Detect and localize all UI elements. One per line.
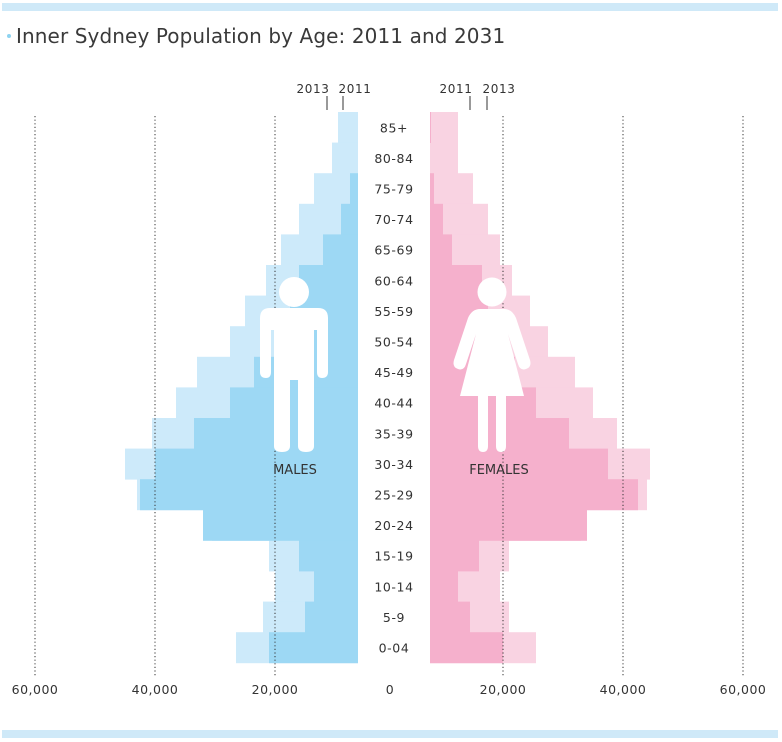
age-label-12: 25-29 bbox=[374, 488, 413, 503]
male-bar-2011-9 bbox=[230, 387, 358, 419]
age-label-0: 85+ bbox=[380, 120, 408, 135]
male-bar-2011-3 bbox=[341, 203, 358, 235]
male-bar-2011-14 bbox=[299, 540, 358, 572]
females-label: FEMALES bbox=[469, 463, 529, 478]
male-bar-2011-4 bbox=[323, 234, 358, 266]
female-bar-2011-14 bbox=[430, 540, 479, 572]
female-bar-2011-16 bbox=[430, 601, 470, 633]
female-bar-2011-13 bbox=[430, 509, 587, 541]
age-label-13: 20-24 bbox=[374, 518, 413, 533]
age-label-6: 55-59 bbox=[374, 304, 413, 319]
male-bar-2013-1 bbox=[332, 142, 358, 174]
top-rule bbox=[2, 3, 778, 11]
female-bar-2011-3 bbox=[430, 203, 443, 235]
age-label-9: 40-44 bbox=[374, 396, 413, 411]
x-tick-label-0: 60,000 bbox=[12, 682, 59, 697]
female-bar-2013-2 bbox=[430, 173, 473, 205]
legend-female-2011: 2011 bbox=[440, 82, 473, 96]
legend-female-2013: 2013 bbox=[483, 82, 516, 96]
males-label: MALES bbox=[273, 463, 317, 478]
x-tick-label-6: 60,000 bbox=[720, 682, 767, 697]
age-label-16: 5-9 bbox=[383, 610, 405, 625]
x-tick-label-4: 20,000 bbox=[480, 682, 527, 697]
male-bar-2011-15 bbox=[314, 571, 358, 602]
x-tick-label-2: 20,000 bbox=[252, 682, 299, 697]
age-label-14: 15-19 bbox=[374, 549, 413, 564]
age-label-4: 65-69 bbox=[374, 243, 413, 258]
age-label-3: 70-74 bbox=[374, 212, 413, 227]
title-bullet bbox=[7, 34, 11, 38]
chart-title: Inner Sydney Population by Age: 2011 and… bbox=[16, 24, 506, 48]
female-bar-2011-17 bbox=[430, 632, 503, 664]
female-bar-2011-2 bbox=[430, 173, 434, 205]
age-label-1: 80-84 bbox=[374, 151, 413, 166]
female-bar-2013-1 bbox=[430, 142, 458, 174]
age-label-8: 45-49 bbox=[374, 365, 413, 380]
male-bar-2011-12 bbox=[140, 479, 358, 511]
male-bar-2011-11 bbox=[155, 448, 358, 480]
age-label-7: 50-54 bbox=[374, 335, 413, 350]
female-bar-2011-15 bbox=[430, 571, 458, 602]
x-tick-label-3: 0 bbox=[386, 682, 394, 697]
female-bar-2011-4 bbox=[430, 234, 452, 266]
legend-male-2011: 2011 bbox=[339, 82, 372, 96]
age-label-10: 35-39 bbox=[374, 426, 413, 441]
female-figure-icon bbox=[453, 277, 531, 452]
male-bar-2011-2 bbox=[350, 173, 358, 205]
female-bar-2013-0 bbox=[430, 112, 458, 143]
male-figure-icon bbox=[260, 277, 328, 452]
age-label-5: 60-64 bbox=[374, 273, 413, 288]
male-bar-2013-0 bbox=[338, 112, 358, 143]
legend-male-2013: 2013 bbox=[297, 82, 330, 96]
age-label-2: 75-79 bbox=[374, 182, 413, 197]
male-bar-2011-13 bbox=[203, 509, 358, 541]
age-label-17: 0-04 bbox=[379, 641, 410, 656]
male-bar-2011-16 bbox=[305, 601, 358, 633]
male-bar-2011-17 bbox=[269, 632, 358, 664]
female-bar-2011-0 bbox=[430, 112, 431, 143]
female-bar-2011-5 bbox=[430, 265, 482, 296]
x-tick-label-5: 40,000 bbox=[600, 682, 647, 697]
age-label-11: 30-34 bbox=[374, 457, 413, 472]
female-bar-2011-11 bbox=[430, 448, 608, 480]
female-bar-2011-12 bbox=[430, 479, 638, 511]
age-label-15: 10-14 bbox=[374, 579, 413, 594]
bottom-rule bbox=[2, 730, 778, 738]
x-tick-label-1: 40,000 bbox=[132, 682, 179, 697]
